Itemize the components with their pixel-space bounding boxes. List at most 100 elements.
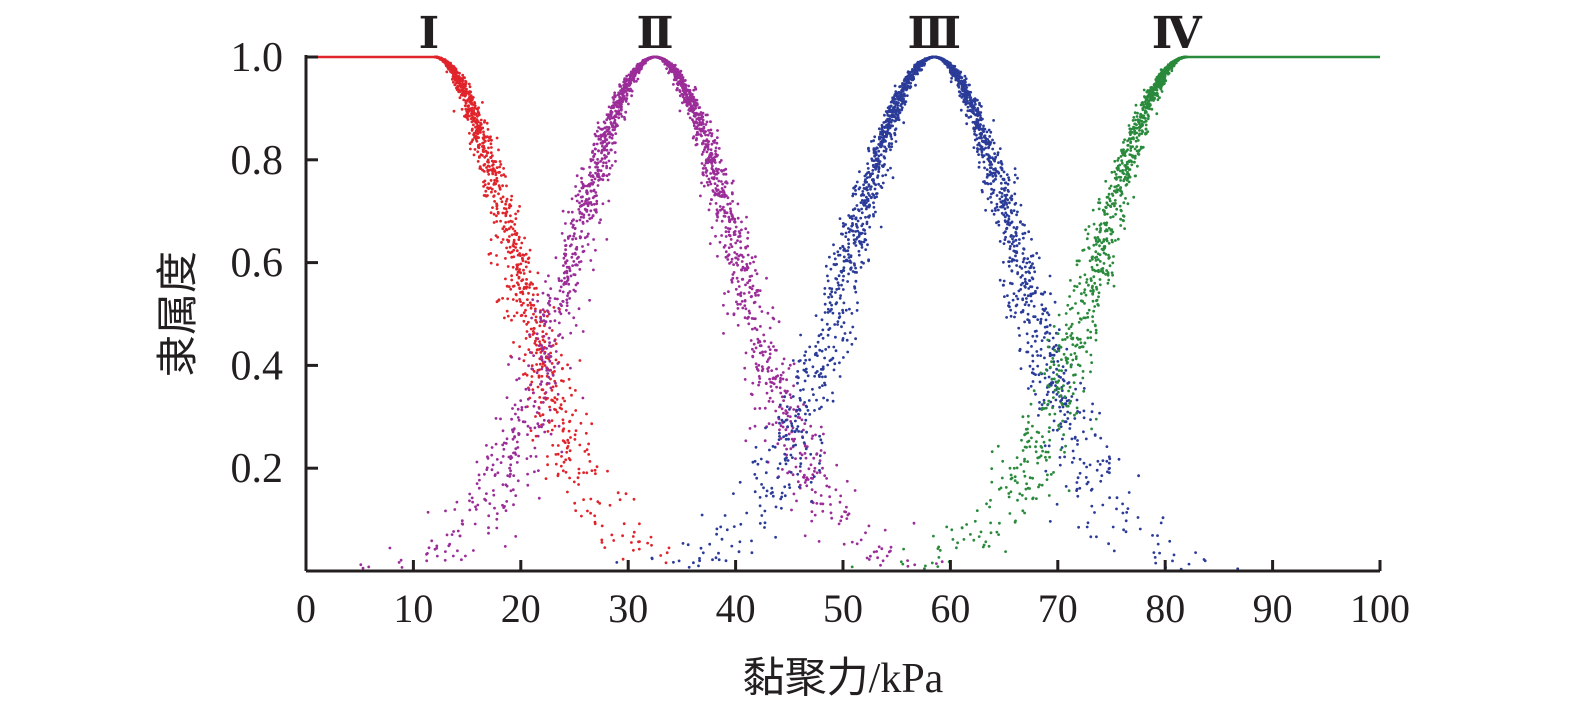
data-point	[477, 106, 480, 110]
data-point	[978, 101, 981, 105]
data-point	[578, 443, 582, 447]
data-point	[1138, 527, 1142, 531]
data-point	[399, 558, 403, 562]
data-point	[629, 74, 633, 78]
data-point	[548, 405, 551, 409]
data-point	[546, 372, 550, 375]
data-point	[499, 197, 503, 201]
data-point	[720, 537, 724, 541]
data-point	[617, 91, 621, 95]
data-point	[472, 111, 476, 115]
data-point	[483, 155, 487, 159]
data-point	[781, 362, 784, 366]
data-point	[715, 141, 719, 145]
data-point	[830, 287, 834, 291]
data-point	[608, 135, 612, 139]
data-point	[803, 534, 807, 538]
data-point	[486, 164, 490, 168]
data-point	[468, 114, 471, 118]
data-point	[786, 459, 790, 462]
data-point	[709, 148, 713, 152]
data-point	[501, 429, 505, 433]
data-point	[592, 238, 595, 241]
data-point	[681, 95, 685, 99]
data-point	[712, 176, 716, 179]
data-point	[600, 538, 604, 542]
data-point	[770, 389, 774, 393]
data-point	[1063, 413, 1067, 416]
data-point	[536, 293, 540, 296]
data-point	[621, 557, 625, 561]
data-point	[621, 94, 625, 97]
data-point	[540, 355, 543, 359]
data-point	[613, 128, 616, 132]
data-point	[998, 147, 1002, 151]
data-point	[828, 359, 832, 362]
data-point	[533, 400, 537, 403]
data-point	[1049, 292, 1052, 296]
data-point	[558, 406, 562, 410]
data-point	[471, 116, 474, 120]
data-point	[591, 151, 594, 154]
data-point	[1011, 237, 1014, 241]
data-point	[767, 345, 771, 349]
data-point	[562, 256, 566, 260]
data-point	[690, 104, 694, 108]
data-point	[435, 544, 439, 548]
data-point	[683, 98, 686, 102]
data-point	[838, 296, 842, 300]
data-point	[572, 223, 575, 227]
data-point	[566, 490, 569, 494]
data-point	[729, 238, 733, 241]
data-point	[707, 143, 710, 146]
data-point	[1031, 380, 1035, 383]
data-point	[489, 238, 493, 242]
data-point	[789, 471, 793, 474]
data-point	[792, 492, 796, 496]
data-point	[455, 86, 458, 90]
data-point	[569, 366, 572, 370]
data-point	[699, 133, 703, 137]
data-point	[615, 110, 618, 114]
data-point	[999, 160, 1003, 163]
data-point	[586, 243, 590, 246]
data-point	[1018, 334, 1021, 337]
data-point	[748, 279, 751, 283]
data-point	[1019, 275, 1023, 279]
data-point	[581, 195, 584, 199]
data-point	[818, 386, 821, 389]
data-point	[833, 323, 837, 326]
data-point	[543, 364, 547, 367]
data-point	[659, 57, 663, 61]
data-point	[888, 142, 891, 145]
data-point	[535, 371, 539, 375]
data-point	[804, 350, 808, 354]
data-point	[996, 208, 1000, 212]
data-point	[776, 467, 780, 470]
data-point	[588, 165, 591, 169]
data-point	[821, 466, 824, 470]
data-point	[1082, 430, 1085, 434]
data-point	[781, 371, 785, 374]
data-point	[1005, 316, 1008, 319]
data-point	[601, 144, 604, 148]
data-point	[864, 531, 867, 535]
data-point	[584, 431, 588, 435]
data-point	[841, 278, 845, 282]
data-point	[743, 378, 747, 381]
data-point	[879, 563, 882, 567]
data-point	[732, 525, 736, 528]
data-point	[531, 333, 535, 336]
data-point	[1044, 318, 1048, 322]
data-point	[722, 172, 726, 176]
data-point	[841, 311, 845, 314]
data-point	[479, 118, 483, 122]
data-point	[1042, 336, 1046, 339]
data-point	[597, 149, 600, 153]
data-point	[560, 279, 563, 283]
data-point	[710, 226, 714, 230]
data-point	[902, 121, 906, 125]
data-point	[594, 248, 597, 252]
data-point	[535, 363, 538, 366]
data-point	[515, 249, 519, 253]
